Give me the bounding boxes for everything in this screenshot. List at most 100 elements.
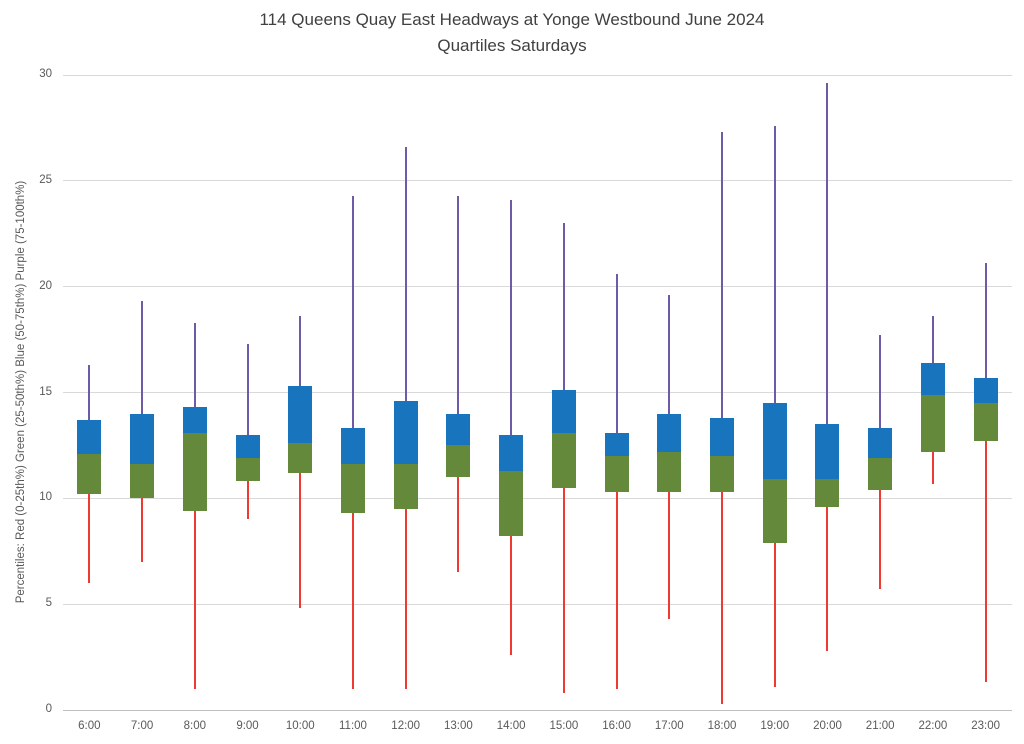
green-box: [393, 464, 418, 509]
red-whisker: [299, 472, 302, 609]
blue-box: [77, 420, 102, 454]
x-tick-label: 14:00: [496, 720, 526, 732]
blue-box: [182, 407, 207, 433]
gridline: [63, 497, 1012, 499]
green-box: [762, 479, 787, 543]
purple-whisker: [510, 199, 513, 435]
purple-whisker: [141, 301, 144, 414]
y-tick-label: 5: [45, 597, 52, 610]
green-box: [815, 479, 840, 507]
blue-box: [973, 377, 998, 404]
red-whisker: [193, 511, 196, 689]
purple-whisker: [773, 125, 776, 404]
blue-box: [762, 403, 787, 480]
y-tick-label: 30: [39, 68, 52, 80]
purple-whisker: [404, 146, 407, 401]
purple-whisker: [668, 295, 671, 414]
y-tick-label: 25: [39, 173, 52, 186]
blue-box: [551, 390, 576, 433]
purple-whisker: [457, 195, 460, 414]
green-box: [551, 432, 576, 488]
blue-box: [604, 432, 629, 456]
x-tick-label: 12:00: [391, 720, 421, 732]
red-whisker: [721, 491, 724, 704]
x-tick-label: 18:00: [707, 720, 737, 732]
x-tick-label: 22:00: [918, 720, 948, 732]
red-whisker: [404, 508, 407, 689]
purple-whisker: [826, 83, 829, 425]
red-whisker: [879, 489, 882, 590]
red-whisker: [88, 494, 91, 583]
red-whisker: [668, 491, 671, 619]
red-whisker: [141, 498, 144, 562]
blue-box: [499, 434, 524, 471]
blue-box: [657, 413, 682, 452]
y-tick-label: 10: [39, 491, 52, 504]
gridline: [63, 709, 1012, 711]
red-whisker: [562, 487, 565, 694]
x-tick-label: 11:00: [339, 720, 367, 732]
x-tick-label: 17:00: [654, 720, 684, 732]
green-box: [920, 394, 945, 452]
green-box: [77, 453, 102, 495]
purple-whisker: [299, 316, 302, 387]
gridline: [63, 392, 1012, 393]
green-box: [446, 445, 471, 478]
purple-whisker: [879, 335, 882, 429]
purple-whisker: [193, 322, 196, 408]
purple-whisker: [562, 223, 565, 391]
blue-box: [710, 417, 735, 456]
blue-box: [235, 434, 260, 459]
green-box: [973, 403, 998, 442]
gridline: [63, 180, 1012, 182]
blue-box: [815, 424, 840, 480]
purple-whisker: [721, 132, 724, 418]
blue-box: [340, 428, 365, 465]
green-box: [288, 443, 313, 473]
purple-whisker: [246, 343, 249, 435]
x-tick-label: 8:00: [183, 720, 206, 732]
green-box: [868, 458, 893, 490]
green-box: [657, 451, 682, 492]
y-tick-label: 20: [39, 279, 52, 292]
y-tick-label: 0: [45, 703, 52, 715]
purple-whisker: [931, 316, 934, 363]
green-box: [182, 432, 207, 512]
red-whisker: [351, 513, 354, 689]
chart-subtitle: Quartiles Saturdays: [437, 36, 587, 55]
red-whisker: [826, 506, 829, 651]
x-tick-label: 7:00: [130, 720, 154, 732]
x-tick-label: 9:00: [236, 720, 259, 732]
red-whisker: [984, 441, 987, 683]
red-whisker: [615, 491, 618, 689]
purple-whisker: [615, 273, 618, 433]
purple-whisker: [351, 195, 354, 429]
red-whisker: [510, 536, 513, 655]
blue-box: [920, 362, 945, 395]
red-whisker: [931, 451, 934, 484]
blue-box: [868, 428, 893, 459]
y-tick-label: 15: [39, 385, 52, 398]
green-box: [604, 456, 629, 492]
gridline: [63, 74, 1012, 76]
blue-box: [130, 413, 155, 465]
red-whisker: [457, 477, 460, 573]
blue-box: [288, 386, 313, 444]
blue-box: [393, 400, 418, 465]
blue-box: [446, 413, 471, 446]
gridline: [63, 286, 1012, 288]
purple-whisker: [984, 263, 987, 378]
x-tick-label: 20:00: [813, 720, 842, 732]
x-tick-label: 21:00: [865, 720, 895, 732]
x-tick-label: 23:00: [971, 720, 1001, 732]
gridline: [63, 603, 1012, 605]
red-whisker: [246, 481, 249, 520]
x-tick-label: 19:00: [760, 720, 790, 732]
purple-whisker: [88, 364, 91, 420]
green-box: [710, 456, 735, 492]
green-box: [130, 464, 155, 499]
x-tick-label: 6:00: [78, 720, 101, 732]
x-tick-label: 10:00: [285, 720, 315, 732]
green-box: [235, 458, 260, 482]
